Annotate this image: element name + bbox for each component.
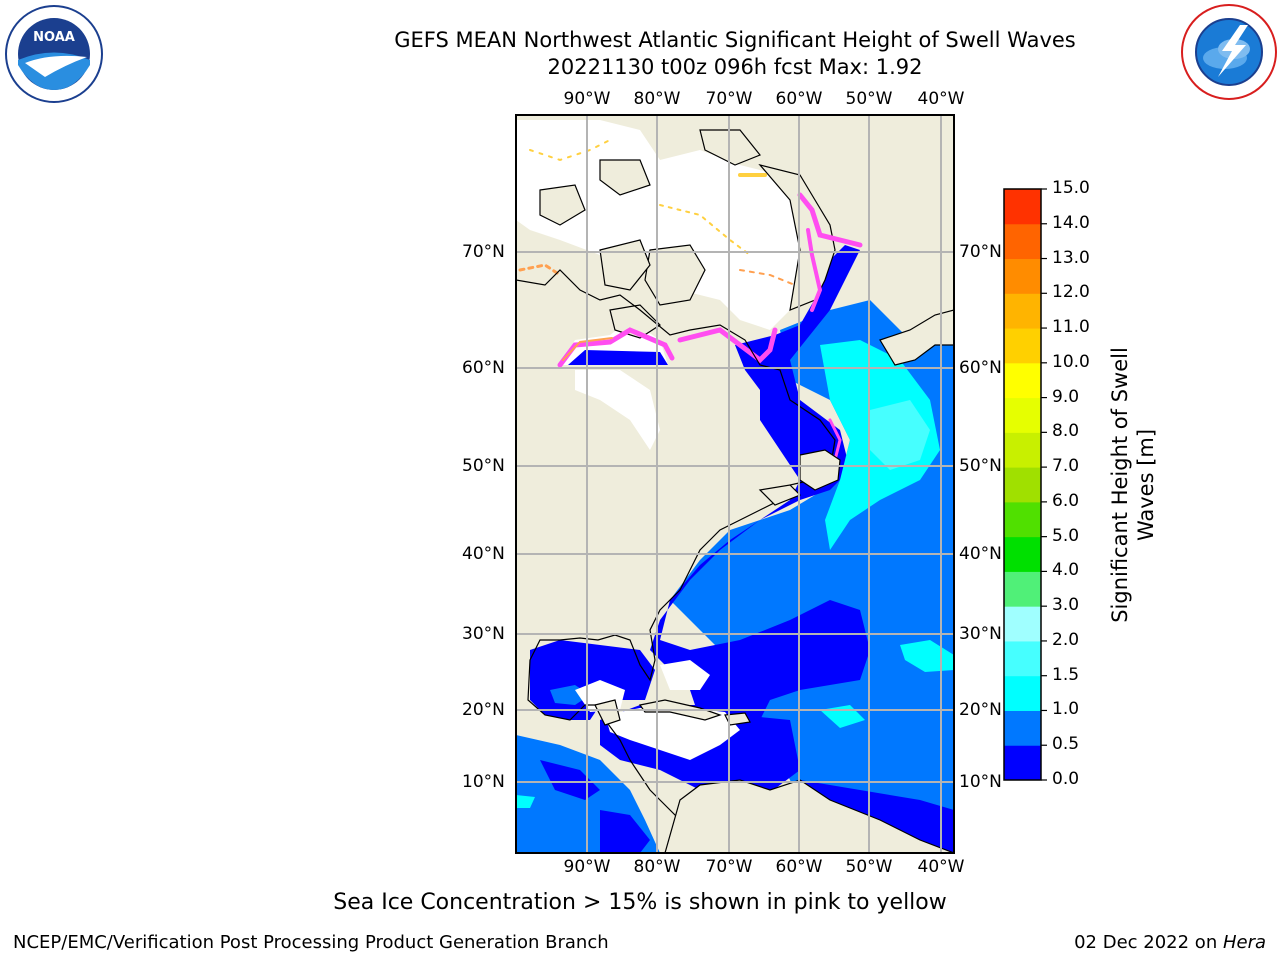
james-bay	[575, 370, 660, 450]
footer-date-text: 02 Dec 2022 on	[1074, 932, 1223, 953]
colorbar-segment-6	[1004, 536, 1041, 572]
colorbar-segment-7	[1004, 501, 1041, 538]
colorbar-segment-13	[1004, 293, 1041, 329]
colorbar-tick-label: 12.0	[1052, 282, 1090, 303]
lon-label-top-40w: 40°W	[917, 89, 965, 109]
colorbar-segment-12	[1004, 328, 1041, 364]
lat-label-left-20n: 20°N	[462, 700, 505, 720]
colorbar-tick-label: 1.0	[1052, 699, 1080, 720]
colorbar-segment-3	[1004, 640, 1041, 677]
lon-label-bottom-70w: 70°W	[705, 857, 753, 877]
lon-label-top-70w: 70°W	[705, 89, 753, 109]
lon-label-top-80w: 80°W	[633, 89, 681, 109]
lat-label-left-30n: 30°N	[462, 624, 505, 644]
map-frame	[515, 114, 955, 854]
noaa-logo: NOAA	[5, 5, 103, 103]
colorbar-segment-9	[1004, 432, 1041, 468]
lon-label-top-90w: 90°W	[563, 89, 611, 109]
colorbar-segment-2	[1004, 675, 1041, 711]
colorbar-segment-5	[1004, 571, 1041, 607]
lat-label-right-60n: 60°N	[959, 358, 1002, 378]
coastline-east-greenland	[879, 309, 954, 366]
colorbar-segment-8	[1004, 467, 1041, 503]
arctic-island-3	[539, 184, 586, 226]
coastline-north-america	[516, 269, 836, 853]
colorbar-tick-label: 3.0	[1052, 595, 1080, 616]
lat-label-right-10n: 10°N	[959, 772, 1002, 792]
coastline-yucatan	[594, 699, 621, 726]
lon-label-bottom-50w: 50°W	[845, 857, 893, 877]
map-gridlines	[516, 115, 954, 853]
lon-label-top-50w: 50°W	[845, 89, 893, 109]
nws-logo	[1181, 4, 1277, 100]
colorbar-tick-label: 14.0	[1052, 212, 1090, 233]
colorbar-tick-label: 0.0	[1052, 769, 1080, 789]
colorbar-tick-label: 6.0	[1052, 490, 1080, 511]
colorbar-tick-label: 7.0	[1052, 456, 1080, 477]
colorbar-segment-16	[1004, 189, 1041, 225]
arctic-island-1	[644, 244, 706, 306]
footer-credit: NCEP/EMC/Verification Post Processing Pr…	[13, 932, 609, 953]
colorbar-tick-label: 2.0	[1052, 629, 1080, 650]
colorbar-segment-0	[1004, 745, 1041, 781]
swell-field-0-0p5-shelf	[650, 245, 870, 730]
arctic-ice-cover	[516, 120, 810, 330]
lat-label-right-20n: 20°N	[959, 700, 1002, 720]
colorbar-frame	[1003, 188, 1042, 781]
colorbar-segment-15	[1004, 223, 1041, 260]
lat-label-right-50n: 50°N	[959, 456, 1002, 476]
lat-label-left-50n: 50°N	[462, 456, 505, 476]
colorbar-label-line1: Significant Height of Swell	[1108, 347, 1132, 623]
swell-field-pacific-dark	[600, 810, 650, 853]
arctic-island-4	[599, 159, 651, 196]
swell-field-bahamas-white	[660, 660, 710, 690]
lon-label-bottom-60w: 60°W	[775, 857, 823, 877]
colorbar-tick-label: 5.0	[1052, 525, 1080, 546]
colorbar-tick-label: 15.0	[1052, 178, 1090, 198]
swell-field-guiana	[800, 780, 954, 853]
lat-label-right-40n: 40°N	[959, 544, 1002, 564]
sea-ice-edge	[518, 139, 863, 472]
lon-label-top-60w: 60°W	[775, 89, 823, 109]
lat-label-left-60n: 60°N	[462, 358, 505, 378]
colorbar-segment-10	[1004, 397, 1041, 433]
noaa-text: NOAA	[33, 30, 75, 45]
lat-label-right-70n: 70°N	[959, 242, 1002, 262]
colorbar-tick-label: 10.0	[1052, 351, 1090, 372]
colorbar-segment-11	[1004, 362, 1041, 399]
lat-label-left-70n: 70°N	[462, 242, 505, 262]
lat-label-left-40n: 40°N	[462, 544, 505, 564]
lat-label-right-30n: 30°N	[959, 624, 1002, 644]
swell-field-caribbean-white	[605, 708, 740, 760]
swell-field-1p5-2-pacific	[516, 795, 535, 808]
colorbar-tick-label: 13.0	[1052, 247, 1090, 268]
swell-field-1p5-2-north-inner	[870, 400, 930, 470]
colorbar-tick-label: 11.0	[1052, 317, 1090, 338]
footer-date: 02 Dec 2022 on Hera	[1074, 932, 1266, 953]
lon-label-bottom-90w: 90°W	[563, 857, 611, 877]
hudson-bay-water	[568, 350, 668, 365]
colorbar-tick-label: 4.0	[1052, 560, 1080, 581]
chart-title: GEFS MEAN Northwest Atlantic Significant…	[394, 28, 1076, 52]
chart-subtitle: 20221130 t00z 096h fcst Max: 1.92	[547, 55, 923, 79]
footer-machine: Hera	[1222, 932, 1266, 953]
colorbar	[1004, 188, 1047, 781]
swell-field-pacific-dark2	[540, 760, 600, 800]
colorbar-segment-1	[1004, 710, 1041, 746]
colorbar-tick-label: 9.0	[1052, 386, 1080, 407]
colorbar-tick-label: 1.5	[1052, 664, 1080, 685]
lon-label-bottom-40w: 40°W	[917, 857, 965, 877]
map-content	[516, 115, 954, 853]
colorbar-segment-14	[1004, 258, 1041, 294]
sea-ice-note: Sea Ice Concentration > 15% is shown in …	[333, 890, 947, 915]
colorbar-label-line2: Waves [m]	[1134, 428, 1158, 542]
colorbar-tick-label: 8.0	[1052, 421, 1080, 442]
colorbar-segment-4	[1004, 606, 1041, 642]
colorbar-tick-label: 0.5	[1052, 734, 1080, 755]
lon-label-bottom-80w: 80°W	[633, 857, 681, 877]
lat-label-left-10n: 10°N	[462, 772, 505, 792]
